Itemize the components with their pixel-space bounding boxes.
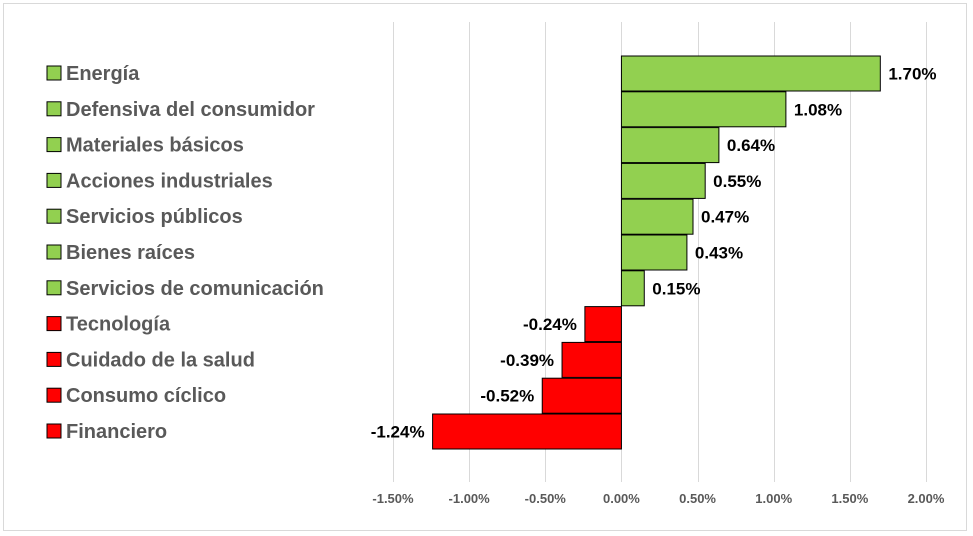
- x-tick-label: 0.50%: [679, 491, 716, 506]
- bar: [432, 413, 622, 450]
- data-label: 0.43%: [695, 244, 743, 263]
- legend-swatch: [46, 423, 62, 439]
- data-label: 0.15%: [652, 279, 700, 298]
- bar: [561, 341, 622, 378]
- x-tick-label: 0.00%: [603, 491, 640, 506]
- bar: [584, 306, 622, 343]
- data-label: -1.24%: [371, 423, 425, 442]
- legend-label: Defensiva del consumidor: [66, 99, 315, 121]
- legend-swatch: [46, 172, 62, 188]
- bar: [620, 234, 688, 271]
- legend-swatch: [46, 65, 62, 81]
- legend-swatch: [46, 387, 62, 403]
- x-axis-ticks: -1.50% -1.00% -0.50% 0.00% 0.50% 1.00% 1.50% 2.…: [372, 491, 944, 506]
- legend-label: Acciones industriales: [66, 170, 273, 192]
- legend-label: Financiero: [66, 421, 167, 443]
- legend-label: Cuidado de la salud: [66, 349, 255, 371]
- x-tick-label: 1.50%: [831, 491, 868, 506]
- bars: [432, 55, 881, 450]
- data-label: 0.64%: [727, 136, 775, 155]
- bar: [541, 377, 622, 414]
- legend-swatch: [46, 137, 62, 153]
- data-label: 1.70%: [888, 65, 936, 84]
- legend-swatch: [46, 280, 62, 296]
- legend-label: Servicios públicos: [66, 206, 243, 228]
- data-label: 1.08%: [794, 100, 842, 119]
- data-label: -0.39%: [500, 351, 554, 370]
- legend-swatch: [46, 208, 62, 224]
- bar: [620, 270, 645, 307]
- legend-label: Materiales básicos: [66, 135, 244, 157]
- bar: [620, 55, 881, 92]
- legend-label: Servicios de comunicación: [66, 278, 324, 300]
- data-label: 0.55%: [713, 172, 761, 191]
- x-tick-label: 1.00%: [755, 491, 792, 506]
- legend-label: Tecnología: [66, 314, 171, 336]
- bar: [620, 127, 720, 164]
- data-labels: 1.70% 1.08% 0.64% 0.55% 0.47% 0.43% 0.15% -0.24…: [371, 65, 937, 442]
- x-tick-label: 2.00%: [908, 491, 945, 506]
- bar: [620, 91, 787, 128]
- legend-label: Consumo cíclico: [66, 385, 226, 407]
- data-label: -0.52%: [480, 387, 534, 406]
- legend-swatch: [46, 351, 62, 367]
- data-label: 0.47%: [701, 208, 749, 227]
- bar: [620, 162, 706, 199]
- x-tick-label: -1.50%: [372, 491, 414, 506]
- legend-label: Bienes raíces: [66, 242, 195, 264]
- x-tick-label: -0.50%: [525, 491, 567, 506]
- legend: Energía Defensiva del consumidor Materiale…: [46, 63, 324, 443]
- legend-swatch: [46, 101, 62, 117]
- legend-label: Energía: [66, 63, 140, 85]
- x-tick-label: -1.00%: [449, 491, 491, 506]
- legend-swatch: [46, 316, 62, 332]
- data-label: -0.24%: [523, 315, 577, 334]
- bar: [620, 198, 694, 235]
- legend-swatch: [46, 244, 62, 260]
